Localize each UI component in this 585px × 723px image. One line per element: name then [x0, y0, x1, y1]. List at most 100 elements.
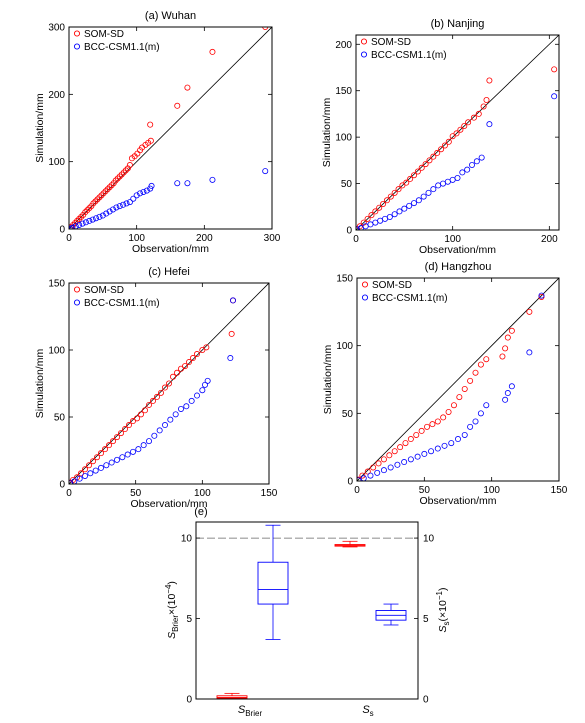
x-tick-label: 0	[66, 488, 72, 499]
x-category-label: SBrier	[238, 704, 263, 718]
data-point	[456, 394, 463, 401]
scatter-panel-a: (a) Wuhan 0 100 200 300 0 100 200 300 Observation…	[34, 10, 281, 255]
data-point	[372, 208, 379, 215]
x-tick-label: 0	[66, 233, 72, 244]
y-tick-label-right: 10	[423, 534, 435, 545]
data-point	[467, 423, 474, 430]
data-point	[116, 203, 123, 210]
data-point	[483, 356, 490, 363]
data-point	[374, 469, 381, 476]
panel-title: (a) Wuhan	[145, 10, 196, 22]
data-point	[118, 430, 125, 437]
data-point	[167, 416, 174, 423]
data-point	[504, 334, 511, 341]
data-point	[461, 123, 468, 130]
data-point	[454, 174, 461, 181]
data-point	[209, 48, 216, 55]
legend-marker	[361, 294, 369, 301]
boxes-bcc-csm	[257, 524, 407, 640]
data-point	[430, 153, 437, 160]
data-point	[118, 171, 125, 178]
data-point	[177, 405, 184, 412]
y-axis-label: Simulation/mm	[34, 349, 46, 419]
y-tick-label: 0	[346, 226, 352, 237]
data-point	[391, 189, 398, 196]
data-point	[468, 161, 475, 168]
data-point	[156, 427, 163, 434]
y-axis-label-left: SBrier×(10−4)	[164, 581, 180, 639]
label-sub: Brier	[171, 615, 180, 632]
x-category-label: Ss	[362, 704, 373, 718]
data-point	[87, 470, 94, 477]
data-point	[397, 444, 404, 451]
data-point	[376, 204, 383, 211]
label-main: S	[238, 704, 246, 716]
legend-label: SOM-SD	[372, 280, 412, 291]
data-point	[449, 133, 456, 140]
data-point	[69, 223, 75, 229]
data-point	[504, 390, 511, 397]
y-tick-label: 100	[335, 133, 352, 144]
y-tick-label: 0	[347, 477, 353, 488]
panel-title: (e)	[194, 506, 207, 518]
y-tick-label-right: 0	[423, 695, 429, 706]
data-point	[473, 158, 480, 165]
x-tick-label: 150	[551, 485, 568, 496]
data-point	[124, 451, 131, 458]
data-point	[418, 164, 425, 171]
data-point	[449, 176, 456, 183]
y-tick-label-left: 5	[186, 614, 192, 625]
data-point	[137, 190, 144, 197]
data-point	[103, 462, 110, 469]
data-point	[477, 361, 484, 368]
y-tick-label-right: 5	[423, 614, 429, 625]
data-point	[184, 84, 191, 91]
data-point	[394, 461, 401, 468]
data-point	[391, 448, 398, 455]
data-point	[110, 438, 117, 445]
x-tick-label: 100	[483, 485, 500, 496]
data-point	[161, 422, 168, 429]
label-sub: Brier	[245, 709, 262, 718]
data-point	[109, 206, 116, 213]
data-point	[227, 355, 234, 362]
data-point	[434, 149, 441, 156]
data-point	[174, 180, 181, 187]
data-point	[370, 464, 377, 471]
data-point	[108, 182, 115, 189]
y-axis-label: Simulation/mm	[321, 98, 333, 168]
y-tick-label: 100	[336, 341, 353, 352]
data-point	[122, 167, 129, 174]
scatter-panel-c: (c) Hefei 0 50 100 150 0 50 100 150 Observation/m…	[34, 266, 278, 510]
x-tick-label: 100	[128, 233, 145, 244]
data-point	[426, 157, 433, 164]
data-point	[407, 436, 414, 443]
data-point	[174, 102, 181, 109]
data-point	[444, 178, 451, 185]
data-point	[499, 353, 506, 360]
data-point	[99, 212, 106, 219]
data-point	[199, 387, 206, 394]
data-point	[415, 197, 422, 204]
data-point	[483, 402, 490, 409]
data-point	[424, 423, 431, 430]
data-point	[391, 211, 398, 218]
data-point	[119, 454, 126, 461]
data-point	[381, 215, 388, 222]
data-point	[401, 459, 408, 466]
y-tick-label: 100	[48, 346, 65, 357]
data-point	[228, 330, 235, 337]
data-point	[410, 172, 417, 179]
series-som-sd	[69, 297, 236, 484]
legend-marker	[360, 38, 368, 45]
legend-marker	[73, 43, 81, 50]
data-point	[407, 456, 414, 463]
data-point	[478, 154, 485, 161]
data-point	[464, 166, 471, 173]
x-tick-label: 150	[261, 488, 278, 499]
data-point	[126, 162, 133, 169]
data-point	[367, 221, 374, 228]
x-tick-label: 0	[353, 234, 359, 245]
one-to-one-line	[357, 278, 559, 481]
